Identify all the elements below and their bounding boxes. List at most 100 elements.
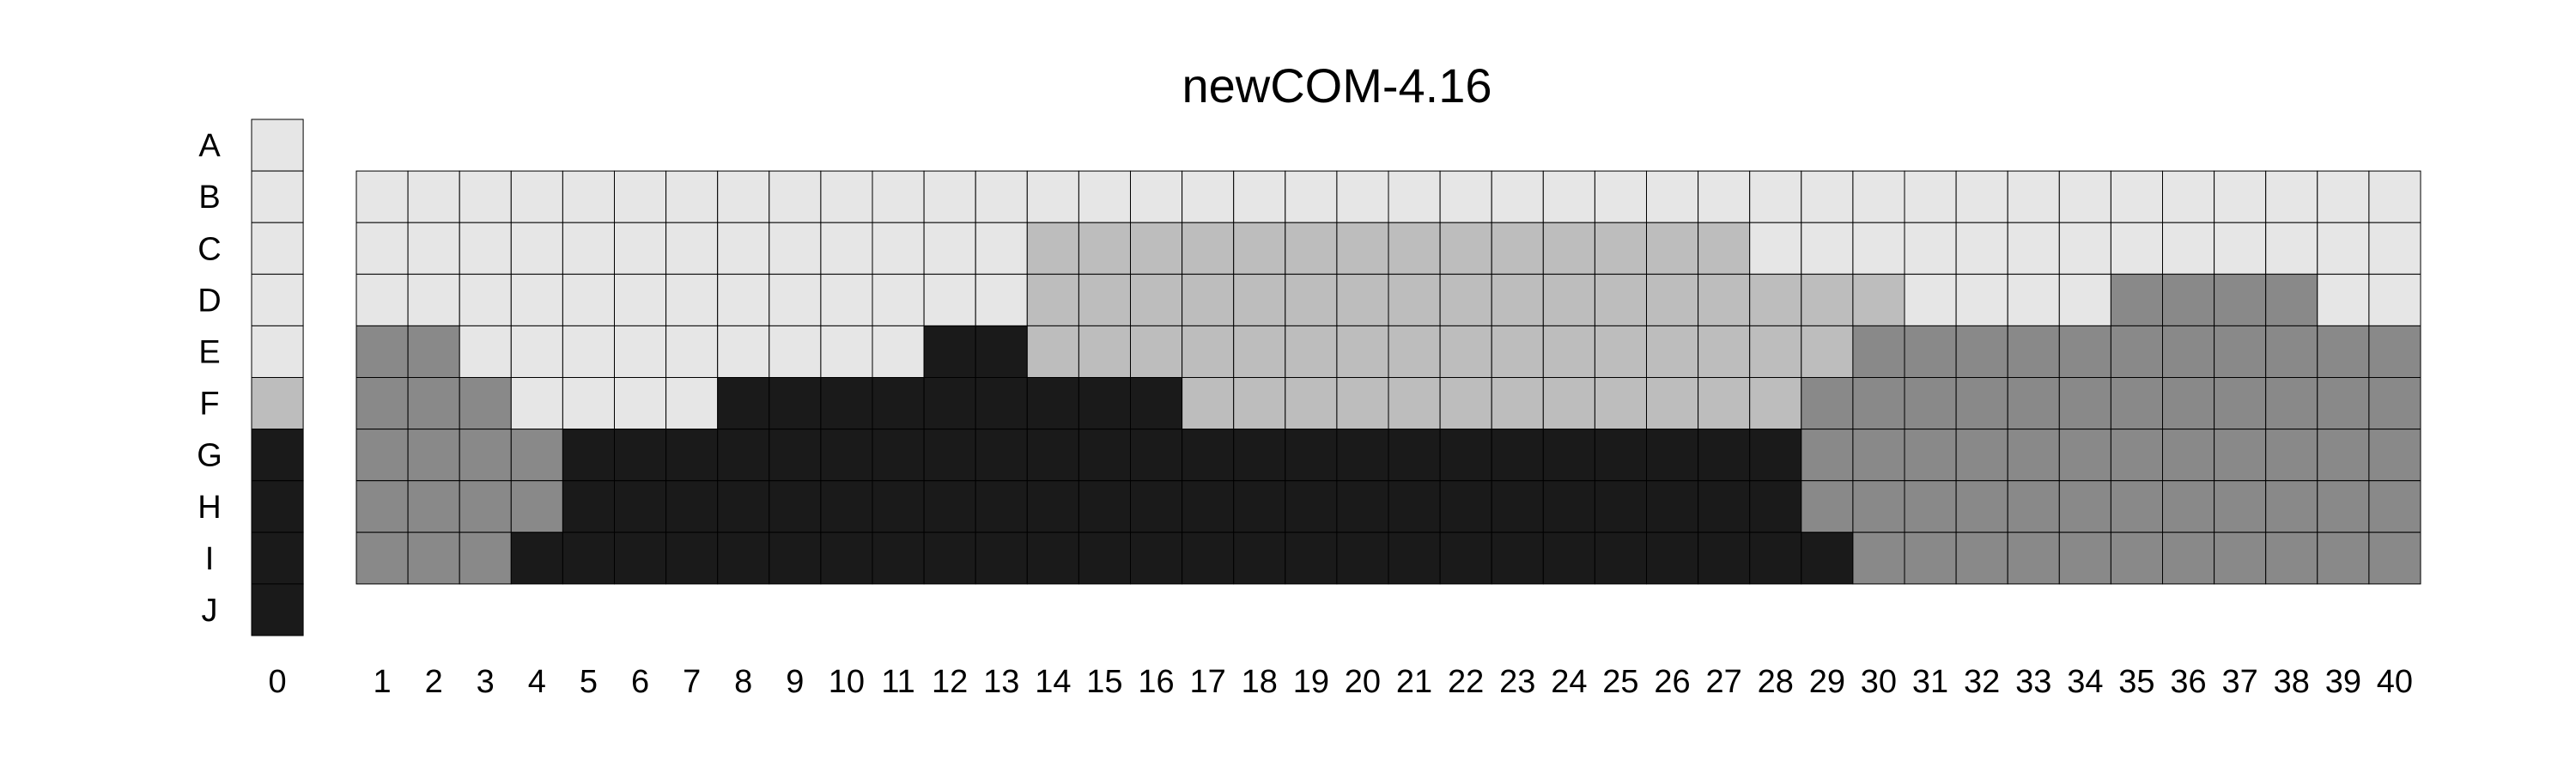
grid-cell-c-20 [1336, 222, 1389, 275]
grid-cell-g-20 [1336, 429, 1389, 482]
grid-cell-f-40 [2368, 377, 2421, 430]
grid-cell-h-23 [1491, 480, 1544, 533]
grid-cell-e-29 [1801, 325, 1854, 378]
column-label-4: 4 [528, 664, 546, 700]
grid-cell-i-7 [665, 532, 719, 585]
grid-cell-h-32 [1955, 480, 2008, 533]
grid-cell-i-28 [1749, 532, 1802, 585]
grid-cell-e-14 [1026, 325, 1079, 378]
grid-cell-e-24 [1542, 325, 1595, 378]
grid-cell-e-3 [459, 325, 512, 378]
grid-cell-b-20 [1336, 170, 1389, 223]
grid-cell-b-18 [1233, 170, 1286, 223]
grid-cell-h-2 [407, 480, 460, 533]
grid-cell-f-30 [1852, 377, 1905, 430]
grid-cell-d-22 [1439, 273, 1492, 326]
column-label-3: 3 [477, 664, 495, 700]
grid-cell-f-8 [717, 377, 770, 430]
grid-cell-i-2 [407, 532, 460, 585]
grid-cell-h-18 [1233, 480, 1286, 533]
grid-cell-c-13 [975, 222, 1028, 275]
grid-cell-d-35 [2110, 273, 2163, 326]
grid-cell-b-32 [1955, 170, 2008, 223]
column-label-14: 14 [1035, 664, 1071, 700]
grid-cell-c-1 [355, 222, 409, 275]
grid-cell-f-13 [975, 377, 1028, 430]
grid-cell-g-9 [769, 429, 822, 482]
grid-cell-d-20 [1336, 273, 1389, 326]
grid-cell-g-37 [2214, 429, 2267, 482]
ref-cell-f [251, 377, 304, 430]
grid-cell-i-17 [1182, 532, 1235, 585]
grid-cell-b-14 [1026, 170, 1079, 223]
grid-cell-h-26 [1646, 480, 1699, 533]
grid-cell-b-15 [1078, 170, 1132, 223]
grid-cell-f-35 [2110, 377, 2163, 430]
column-label-32: 32 [1964, 664, 2000, 700]
grid-cell-c-31 [1904, 222, 1957, 275]
grid-cell-b-27 [1698, 170, 1751, 223]
grid-cell-i-9 [769, 532, 822, 585]
column-label-10: 10 [829, 664, 865, 700]
grid-cell-d-10 [820, 273, 873, 326]
grid-cell-c-28 [1749, 222, 1802, 275]
grid-cell-f-21 [1388, 377, 1441, 430]
grid-cell-e-8 [717, 325, 770, 378]
grid-cell-b-1 [355, 170, 409, 223]
grid-cell-d-1 [355, 273, 409, 326]
column-label-40: 40 [2377, 664, 2413, 700]
column-label-28: 28 [1758, 664, 1794, 700]
grid-cell-f-11 [872, 377, 925, 430]
grid-cell-i-38 [2265, 532, 2318, 585]
grid-cell-f-25 [1594, 377, 1648, 430]
grid-cell-e-32 [1955, 325, 2008, 378]
grid-cell-g-40 [2368, 429, 2421, 482]
grid-cell-c-34 [2058, 222, 2111, 275]
grid-cell-d-32 [1955, 273, 2008, 326]
grid-cell-g-22 [1439, 429, 1492, 482]
grid-cell-h-39 [2317, 480, 2370, 533]
grid-cell-d-7 [665, 273, 719, 326]
grid-cell-g-19 [1285, 429, 1338, 482]
grid-cell-e-33 [2007, 325, 2060, 378]
grid-cell-e-19 [1285, 325, 1338, 378]
grid-cell-h-1 [355, 480, 409, 533]
grid-cell-c-7 [665, 222, 719, 275]
grid-cell-i-22 [1439, 532, 1492, 585]
ref-cell-c [251, 222, 304, 275]
grid-cell-f-17 [1182, 377, 1235, 430]
grid-cell-h-30 [1852, 480, 1905, 533]
grid-cell-c-40 [2368, 222, 2421, 275]
grid-cell-f-38 [2265, 377, 2318, 430]
ref-cell-i [251, 532, 304, 585]
grid-cell-f-39 [2317, 377, 2370, 430]
grid-cell-e-26 [1646, 325, 1699, 378]
grid-cell-h-28 [1749, 480, 1802, 533]
grid-cell-c-15 [1078, 222, 1132, 275]
grid-cell-h-34 [2058, 480, 2111, 533]
grid-cell-b-13 [975, 170, 1028, 223]
ref-cell-d [251, 273, 304, 326]
grid-cell-h-24 [1542, 480, 1595, 533]
grid-cell-i-11 [872, 532, 925, 585]
grid-cell-e-11 [872, 325, 925, 378]
column-label-12: 12 [932, 664, 968, 700]
grid-cell-c-29 [1801, 222, 1854, 275]
grid-cell-f-37 [2214, 377, 2267, 430]
grid-cell-g-38 [2265, 429, 2318, 482]
grid-cell-b-10 [820, 170, 873, 223]
grid-cell-c-6 [614, 222, 667, 275]
grid-cell-b-28 [1749, 170, 1802, 223]
grid-cell-i-23 [1491, 532, 1544, 585]
grid-cell-b-5 [562, 170, 616, 223]
grid-cell-g-7 [665, 429, 719, 482]
grid-cell-c-37 [2214, 222, 2267, 275]
grid-cell-f-32 [1955, 377, 2008, 430]
grid-cell-e-2 [407, 325, 460, 378]
grid-cell-h-29 [1801, 480, 1854, 533]
grid-cell-c-18 [1233, 222, 1286, 275]
grid-cell-g-15 [1078, 429, 1132, 482]
grid-cell-g-2 [407, 429, 460, 482]
